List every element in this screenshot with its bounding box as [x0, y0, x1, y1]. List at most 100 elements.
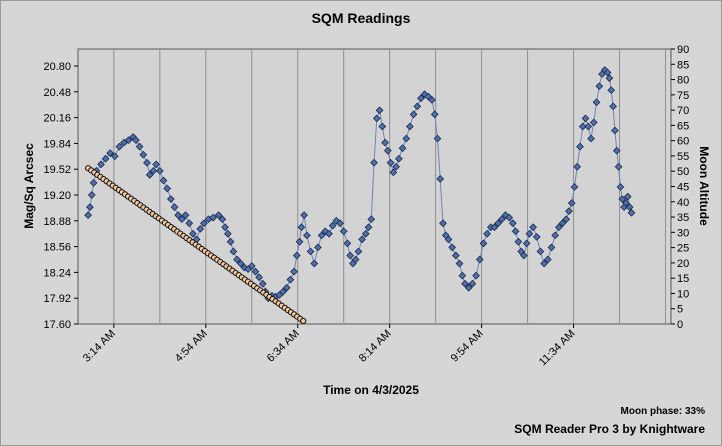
sqm-point: [292, 251, 301, 260]
sqm-point: [520, 251, 528, 260]
y2-axis-label: Moon Altitude: [697, 146, 711, 226]
sqm-point: [483, 229, 491, 238]
y-tick-label: 19.52: [43, 164, 71, 176]
sqm-point: [233, 255, 241, 264]
sqm-point: [317, 231, 326, 240]
sqm-point: [372, 114, 381, 123]
grid: [113, 49, 666, 324]
sqm-point: [505, 213, 514, 222]
y-tick-label: 20.48: [43, 87, 71, 99]
sqm-point: [279, 287, 287, 296]
sqm-point: [328, 221, 337, 230]
sqm-point: [464, 283, 473, 292]
sqm-point: [543, 255, 552, 264]
sqm-point: [343, 239, 352, 248]
sqm-point: [364, 223, 373, 232]
sqm-point: [181, 211, 190, 220]
sqm-point: [605, 74, 614, 82]
sqm-point: [490, 223, 499, 232]
sqm-point: [367, 215, 376, 224]
sqm-point: [240, 263, 249, 272]
x-tick-label: 3:14 AM: [81, 328, 118, 365]
y-tick-label: 17.92: [43, 293, 71, 305]
y-tick-label: 17.60: [43, 319, 71, 331]
sqm-point: [578, 122, 587, 131]
sqm-point: [174, 211, 183, 220]
x-tick-label: 4:54 AM: [173, 328, 210, 365]
moon-altitude-series: [85, 165, 307, 325]
sqm-point: [236, 259, 245, 268]
sqm-point: [573, 162, 582, 171]
sqm-point: [444, 235, 453, 244]
x-tick-label: 11:34 AM: [537, 328, 578, 369]
sqm-point: [627, 208, 636, 217]
sqm-point: [166, 195, 175, 203]
sqm-point: [497, 215, 506, 224]
y2-tick-label: 70: [677, 105, 689, 117]
sqm-point: [310, 259, 319, 268]
sqm-point: [361, 229, 370, 238]
sqm-point: [155, 166, 164, 175]
y-tick-label: 18.88: [43, 216, 71, 228]
sqm-point: [402, 134, 411, 143]
y-tick-label: 18.56: [43, 242, 71, 254]
sqm-point: [614, 162, 623, 171]
sqm-point: [375, 106, 384, 115]
sqm-point: [529, 223, 537, 232]
sqm-point: [290, 267, 298, 276]
sqm-point: [221, 223, 229, 232]
sqm-point: [306, 247, 315, 256]
sqm-point: [255, 273, 263, 282]
x-tick-label: 9:54 AM: [449, 328, 486, 365]
sqm-point: [300, 211, 309, 220]
x-axis-ticks: 3:14 AM 4:54 AM 6:34 AM 8:14 AM 9:54 AM 11:34…: [81, 324, 578, 368]
sqm-point: [525, 229, 534, 238]
sqm-point: [189, 229, 197, 238]
sqm-point: [314, 243, 322, 252]
sqm-point: [509, 219, 517, 228]
sqm-point: [247, 262, 256, 270]
sqm-point: [389, 168, 398, 177]
series-layer: [84, 66, 636, 325]
y2-tick-label: 5: [677, 304, 683, 316]
sqm-point: [297, 223, 306, 232]
sqm-point: [89, 179, 98, 187]
y2-tick-label: 45: [677, 182, 689, 194]
sqm-point: [570, 183, 579, 191]
sqm-point: [383, 146, 392, 155]
sqm-point: [145, 170, 154, 179]
sqm-point: [616, 183, 625, 191]
sqm-point: [159, 176, 168, 185]
y2-tick-label: 15: [677, 273, 689, 285]
sqm-point: [475, 255, 484, 264]
y2-tick-label: 50: [677, 166, 689, 178]
sqm-point: [143, 158, 151, 167]
sqm-point: [532, 233, 541, 241]
sqm-point: [392, 162, 400, 171]
sqm-point: [607, 86, 616, 95]
sqm-point: [576, 142, 584, 151]
sqm-point: [589, 118, 598, 127]
sqm-point: [436, 175, 445, 183]
sqm-point: [303, 231, 311, 240]
sqm-point: [409, 110, 418, 119]
sqm-point: [336, 219, 344, 228]
sqm-point: [229, 247, 238, 256]
y2-tick-label: 90: [677, 44, 689, 56]
sqm-point: [536, 247, 545, 256]
sqm-point: [558, 219, 567, 228]
sqm-point: [623, 192, 632, 201]
y-tick-label: 19.84: [43, 138, 71, 150]
y2-tick-label: 35: [677, 212, 689, 224]
sqm-point: [97, 160, 105, 169]
sqm-point: [149, 166, 158, 175]
sqm-point: [135, 142, 144, 151]
sqm-point: [185, 219, 194, 228]
y2-axis-ticks: 0 5 10 15 20 25 30 35 40 45 50 55 60 65 70 75 80 85 90: [671, 44, 689, 331]
y2-tick-label: 40: [677, 197, 689, 209]
y2-tick-label: 30: [677, 227, 689, 239]
sqm-point: [448, 243, 457, 252]
y-tick-label: 19.20: [43, 190, 71, 202]
sqm-point: [214, 211, 223, 220]
